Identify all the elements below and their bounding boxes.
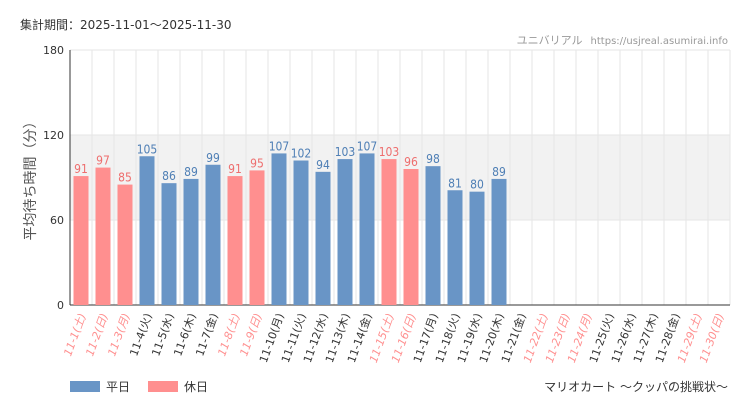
bar-value-label: 80 <box>470 178 484 192</box>
site-credit: ユニバリアル https://usjreal.asumirai.info <box>517 32 728 48</box>
bar-value-label: 107 <box>357 139 378 153</box>
bar-value-label: 102 <box>291 147 312 161</box>
bar-value-label: 95 <box>250 156 264 170</box>
bar-value-label: 103 <box>335 145 356 159</box>
legend-holiday: 休日 <box>148 378 208 395</box>
bar <box>337 159 353 305</box>
bar <box>447 190 463 305</box>
attraction-name: マリオカート ～クッパの挑戦状～ <box>544 380 728 394</box>
bar <box>469 191 485 305</box>
bar <box>491 178 507 305</box>
bar-value-label: 91 <box>228 162 242 176</box>
bar <box>183 178 199 305</box>
bar-value-label: 86 <box>162 169 176 183</box>
bar-value-label: 89 <box>184 165 198 179</box>
bar-value-label: 99 <box>206 151 220 165</box>
bar <box>73 176 89 305</box>
legend-holiday-label: 休日 <box>184 380 209 394</box>
bar <box>249 170 265 305</box>
bar <box>205 164 221 305</box>
bar-value-label: 94 <box>316 158 330 172</box>
y-tick-label: 0 <box>57 299 64 312</box>
bar <box>425 166 441 305</box>
bar-value-label: 89 <box>492 165 506 179</box>
bar <box>271 153 287 305</box>
legend-holiday-swatch <box>148 381 179 392</box>
bar-value-label: 107 <box>269 139 290 153</box>
bar-value-label: 85 <box>118 171 132 185</box>
legend-weekday-swatch <box>70 381 100 392</box>
bar <box>117 184 133 305</box>
brand-name: ユニバリアル <box>516 34 583 47</box>
bar-value-label: 103 <box>379 145 400 159</box>
bar-value-label: 97 <box>96 154 110 168</box>
bar <box>95 167 111 305</box>
y-tick-label: 60 <box>50 214 64 227</box>
bar <box>315 171 331 305</box>
bar <box>293 160 309 305</box>
legend-weekday-label: 平日 <box>106 380 131 394</box>
bar-value-label: 105 <box>137 142 158 156</box>
bar-value-label: 96 <box>404 155 418 169</box>
chart-legend: 平日 休日 <box>70 378 208 395</box>
period-label: 集計期間：2025-11-01～2025-11-30 <box>20 18 232 32</box>
bar <box>161 183 177 305</box>
bar <box>359 153 375 305</box>
site-url: https://usjreal.asumirai.info <box>590 36 728 47</box>
bar <box>381 159 397 305</box>
bar-value-label: 98 <box>426 152 440 166</box>
bar-value-label: 81 <box>448 176 462 190</box>
bar <box>403 169 419 305</box>
y-axis-title: 平均待ち時間（分） <box>23 115 39 241</box>
y-tick-label: 120 <box>43 129 64 142</box>
bar-value-label: 91 <box>74 162 88 176</box>
y-tick-label: 180 <box>43 44 64 57</box>
legend-weekday: 平日 <box>70 378 130 395</box>
bar <box>139 156 155 305</box>
bar <box>227 176 243 305</box>
